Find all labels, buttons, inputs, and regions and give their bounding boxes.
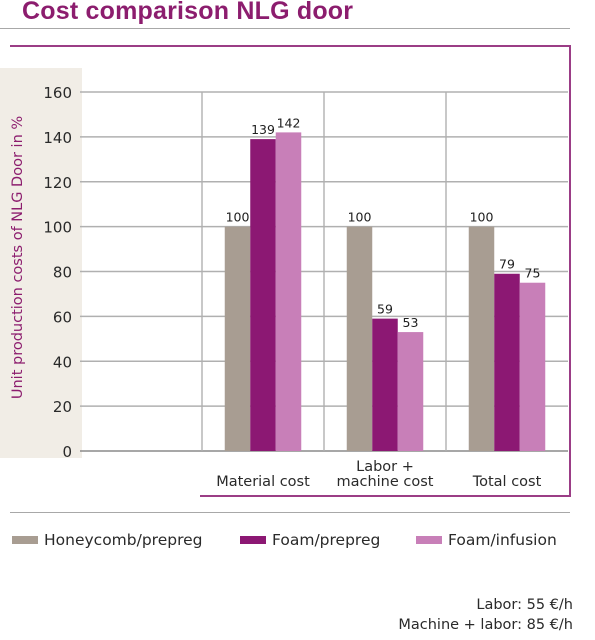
y-tick-label: 160	[43, 84, 72, 102]
data-label: 53	[403, 315, 419, 330]
data-label: 142	[277, 115, 301, 130]
y-axis-label: Unit production costs of NLG Door in %	[10, 116, 26, 399]
note-machine-labor-label: Machine + labor:	[398, 617, 523, 633]
y-tick-label: 80	[53, 264, 72, 282]
chart-frame	[10, 45, 571, 497]
rate-note: Labor: 55 €/h Machine + labor: 85 €/h	[398, 595, 573, 635]
note-machine-labor-value: 85 €/h	[526, 617, 573, 633]
bar	[346, 226, 373, 451]
chart-title: Cost comparison NLG door	[22, 0, 354, 25]
note-labor-value: 55 €/h	[526, 597, 573, 613]
legend-label: Foam/infusion	[448, 531, 557, 549]
x-category-label: Total cost	[472, 474, 542, 490]
legend: Honeycomb/prepreg Foam/prepreg Foam/infusi…	[12, 531, 582, 557]
data-label: 79	[499, 257, 515, 272]
legend-label: Foam/prepreg	[272, 531, 381, 549]
title-divider	[0, 28, 570, 29]
note-labor-label: Labor:	[476, 597, 523, 613]
y-tick-label: 120	[43, 174, 72, 192]
bar	[494, 273, 520, 451]
data-label: 75	[525, 266, 541, 281]
y-tick-label: 60	[53, 308, 72, 326]
x-category-label: Material cost	[216, 474, 310, 490]
bar	[468, 226, 495, 451]
legend-swatch	[12, 536, 38, 544]
bar	[519, 282, 546, 451]
data-label: 139	[251, 122, 275, 137]
y-tick-label: 20	[53, 398, 72, 416]
data-label: 100	[348, 210, 372, 225]
y-tick-label: 140	[43, 129, 72, 147]
note-machine-labor: Machine + labor: 85 €/h	[398, 615, 573, 635]
data-label: 100	[226, 210, 250, 225]
bar	[372, 318, 398, 451]
legend-item: Honeycomb/prepreg	[12, 531, 203, 549]
legend-label: Honeycomb/prepreg	[44, 531, 203, 549]
x-category-label: Labor +	[356, 459, 414, 475]
x-category-label: machine cost	[336, 474, 433, 490]
legend-swatch	[240, 536, 266, 544]
bar	[250, 139, 276, 451]
ylabel-band	[0, 68, 82, 458]
legend-swatch	[416, 536, 442, 544]
bar	[275, 132, 302, 451]
bar	[224, 226, 251, 451]
y-tick-label: 40	[53, 353, 72, 371]
data-label: 59	[377, 302, 393, 317]
y-tick-label: 0	[62, 443, 72, 461]
note-labor: Labor: 55 €/h	[398, 595, 573, 615]
data-label: 100	[470, 210, 494, 225]
bar-chart: Unit production costs of NLG Door in % 0 2…	[0, 45, 571, 497]
y-tick-label: 100	[43, 219, 72, 237]
legend-item: Foam/prepreg	[240, 531, 380, 549]
bar	[397, 332, 424, 451]
legend-item: Foam/infusion	[416, 531, 557, 549]
legend-divider	[10, 512, 570, 513]
